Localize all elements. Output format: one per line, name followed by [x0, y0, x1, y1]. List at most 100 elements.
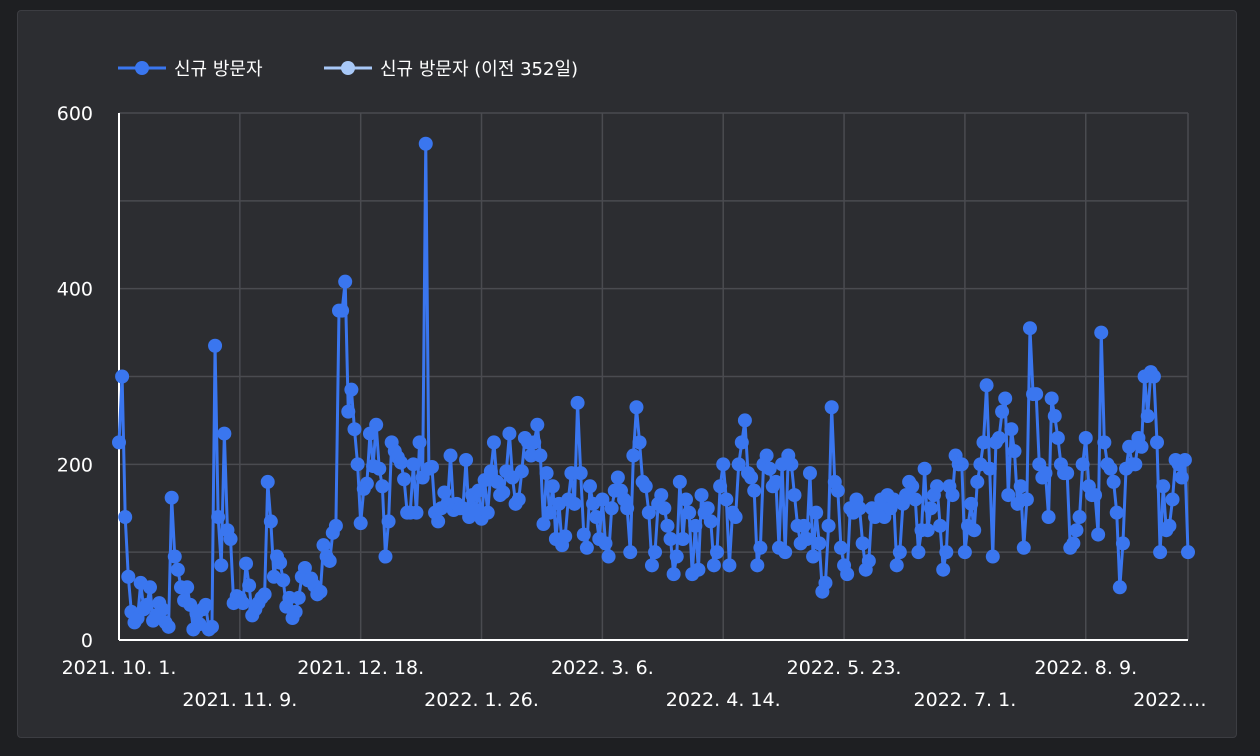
data-point[interactable]: [713, 479, 728, 494]
data-point[interactable]: [1072, 510, 1087, 525]
data-point[interactable]: [397, 472, 412, 487]
data-point[interactable]: [424, 459, 439, 474]
data-point[interactable]: [418, 136, 433, 151]
data-point[interactable]: [297, 560, 312, 575]
data-point[interactable]: [180, 580, 195, 595]
data-point[interactable]: [722, 558, 737, 573]
data-point[interactable]: [759, 448, 774, 463]
data-point[interactable]: [235, 596, 250, 611]
data-point[interactable]: [629, 400, 644, 415]
data-point[interactable]: [328, 518, 343, 533]
data-point[interactable]: [341, 404, 356, 419]
data-point[interactable]: [669, 549, 684, 564]
data-point[interactable]: [490, 474, 505, 489]
data-point[interactable]: [672, 474, 687, 489]
data-point[interactable]: [598, 536, 613, 551]
legend-item-current[interactable]: 신규 방문자: [118, 59, 263, 80]
data-point[interactable]: [514, 464, 529, 479]
data-point[interactable]: [1029, 387, 1044, 402]
data-point[interactable]: [920, 523, 935, 538]
data-point[interactable]: [1103, 461, 1118, 476]
data-point[interactable]: [710, 545, 725, 560]
data-point[interactable]: [945, 488, 960, 503]
data-point[interactable]: [437, 485, 452, 500]
data-point[interactable]: [558, 529, 573, 544]
data-point[interactable]: [604, 501, 619, 516]
data-point[interactable]: [223, 531, 238, 546]
data-point[interactable]: [644, 558, 659, 573]
data-point[interactable]: [431, 514, 446, 529]
data-point[interactable]: [1069, 523, 1084, 538]
data-point[interactable]: [1162, 518, 1177, 533]
data-point[interactable]: [1047, 409, 1062, 424]
data-point[interactable]: [344, 382, 359, 397]
data-point[interactable]: [861, 553, 876, 568]
data-point[interactable]: [530, 417, 545, 432]
data-point[interactable]: [139, 597, 154, 612]
data-point[interactable]: [204, 619, 219, 634]
data-point[interactable]: [338, 274, 353, 289]
data-point[interactable]: [409, 505, 424, 520]
data-point[interactable]: [115, 369, 130, 384]
data-point[interactable]: [818, 575, 833, 590]
data-point[interactable]: [796, 518, 811, 533]
data-point[interactable]: [939, 545, 954, 560]
data-point[interactable]: [239, 556, 254, 571]
data-point[interactable]: [917, 461, 932, 476]
data-point[interactable]: [170, 562, 185, 577]
data-point[interactable]: [459, 452, 474, 467]
data-point[interactable]: [316, 538, 331, 553]
data-point[interactable]: [648, 545, 663, 560]
data-point[interactable]: [155, 602, 170, 617]
data-point[interactable]: [762, 461, 777, 476]
data-point[interactable]: [995, 404, 1010, 419]
data-point[interactable]: [638, 479, 653, 494]
data-point[interactable]: [967, 523, 982, 538]
data-point[interactable]: [889, 558, 904, 573]
data-point[interactable]: [985, 549, 1000, 564]
data-point[interactable]: [502, 426, 517, 441]
data-point[interactable]: [632, 435, 647, 450]
data-point[interactable]: [734, 435, 749, 450]
data-point[interactable]: [802, 466, 817, 481]
data-point[interactable]: [908, 492, 923, 507]
data-point[interactable]: [347, 422, 362, 437]
data-point[interactable]: [623, 545, 638, 560]
data-point[interactable]: [242, 578, 257, 593]
data-point[interactable]: [799, 531, 814, 546]
data-point[interactable]: [542, 505, 557, 520]
data-point[interactable]: [496, 485, 511, 500]
data-point[interactable]: [982, 461, 997, 476]
data-point[interactable]: [601, 549, 616, 564]
data-point[interactable]: [691, 562, 706, 577]
data-point[interactable]: [688, 518, 703, 533]
data-point[interactable]: [214, 558, 229, 573]
data-point[interactable]: [1181, 545, 1195, 560]
data-point[interactable]: [1041, 510, 1056, 525]
data-point[interactable]: [539, 466, 554, 481]
data-point[interactable]: [1140, 409, 1155, 424]
data-point[interactable]: [1088, 488, 1103, 503]
data-point[interactable]: [1078, 430, 1093, 445]
data-point[interactable]: [744, 470, 759, 485]
data-point[interactable]: [660, 518, 675, 533]
data-point[interactable]: [372, 461, 387, 476]
data-point[interactable]: [666, 567, 681, 582]
data-point[interactable]: [276, 573, 291, 588]
data-point[interactable]: [1115, 536, 1130, 551]
data-point[interactable]: [964, 496, 979, 511]
data-point[interactable]: [979, 378, 994, 393]
data-point[interactable]: [784, 457, 799, 472]
data-point[interactable]: [930, 479, 945, 494]
data-point[interactable]: [511, 492, 526, 507]
data-point[interactable]: [570, 395, 585, 410]
data-point[interactable]: [641, 505, 656, 520]
data-point[interactable]: [731, 457, 746, 472]
data-point[interactable]: [263, 514, 278, 529]
data-point[interactable]: [998, 391, 1013, 406]
data-point[interactable]: [620, 501, 635, 516]
data-point[interactable]: [700, 501, 715, 516]
data-point[interactable]: [1007, 444, 1022, 459]
data-point[interactable]: [824, 400, 839, 415]
data-point[interactable]: [443, 448, 458, 463]
